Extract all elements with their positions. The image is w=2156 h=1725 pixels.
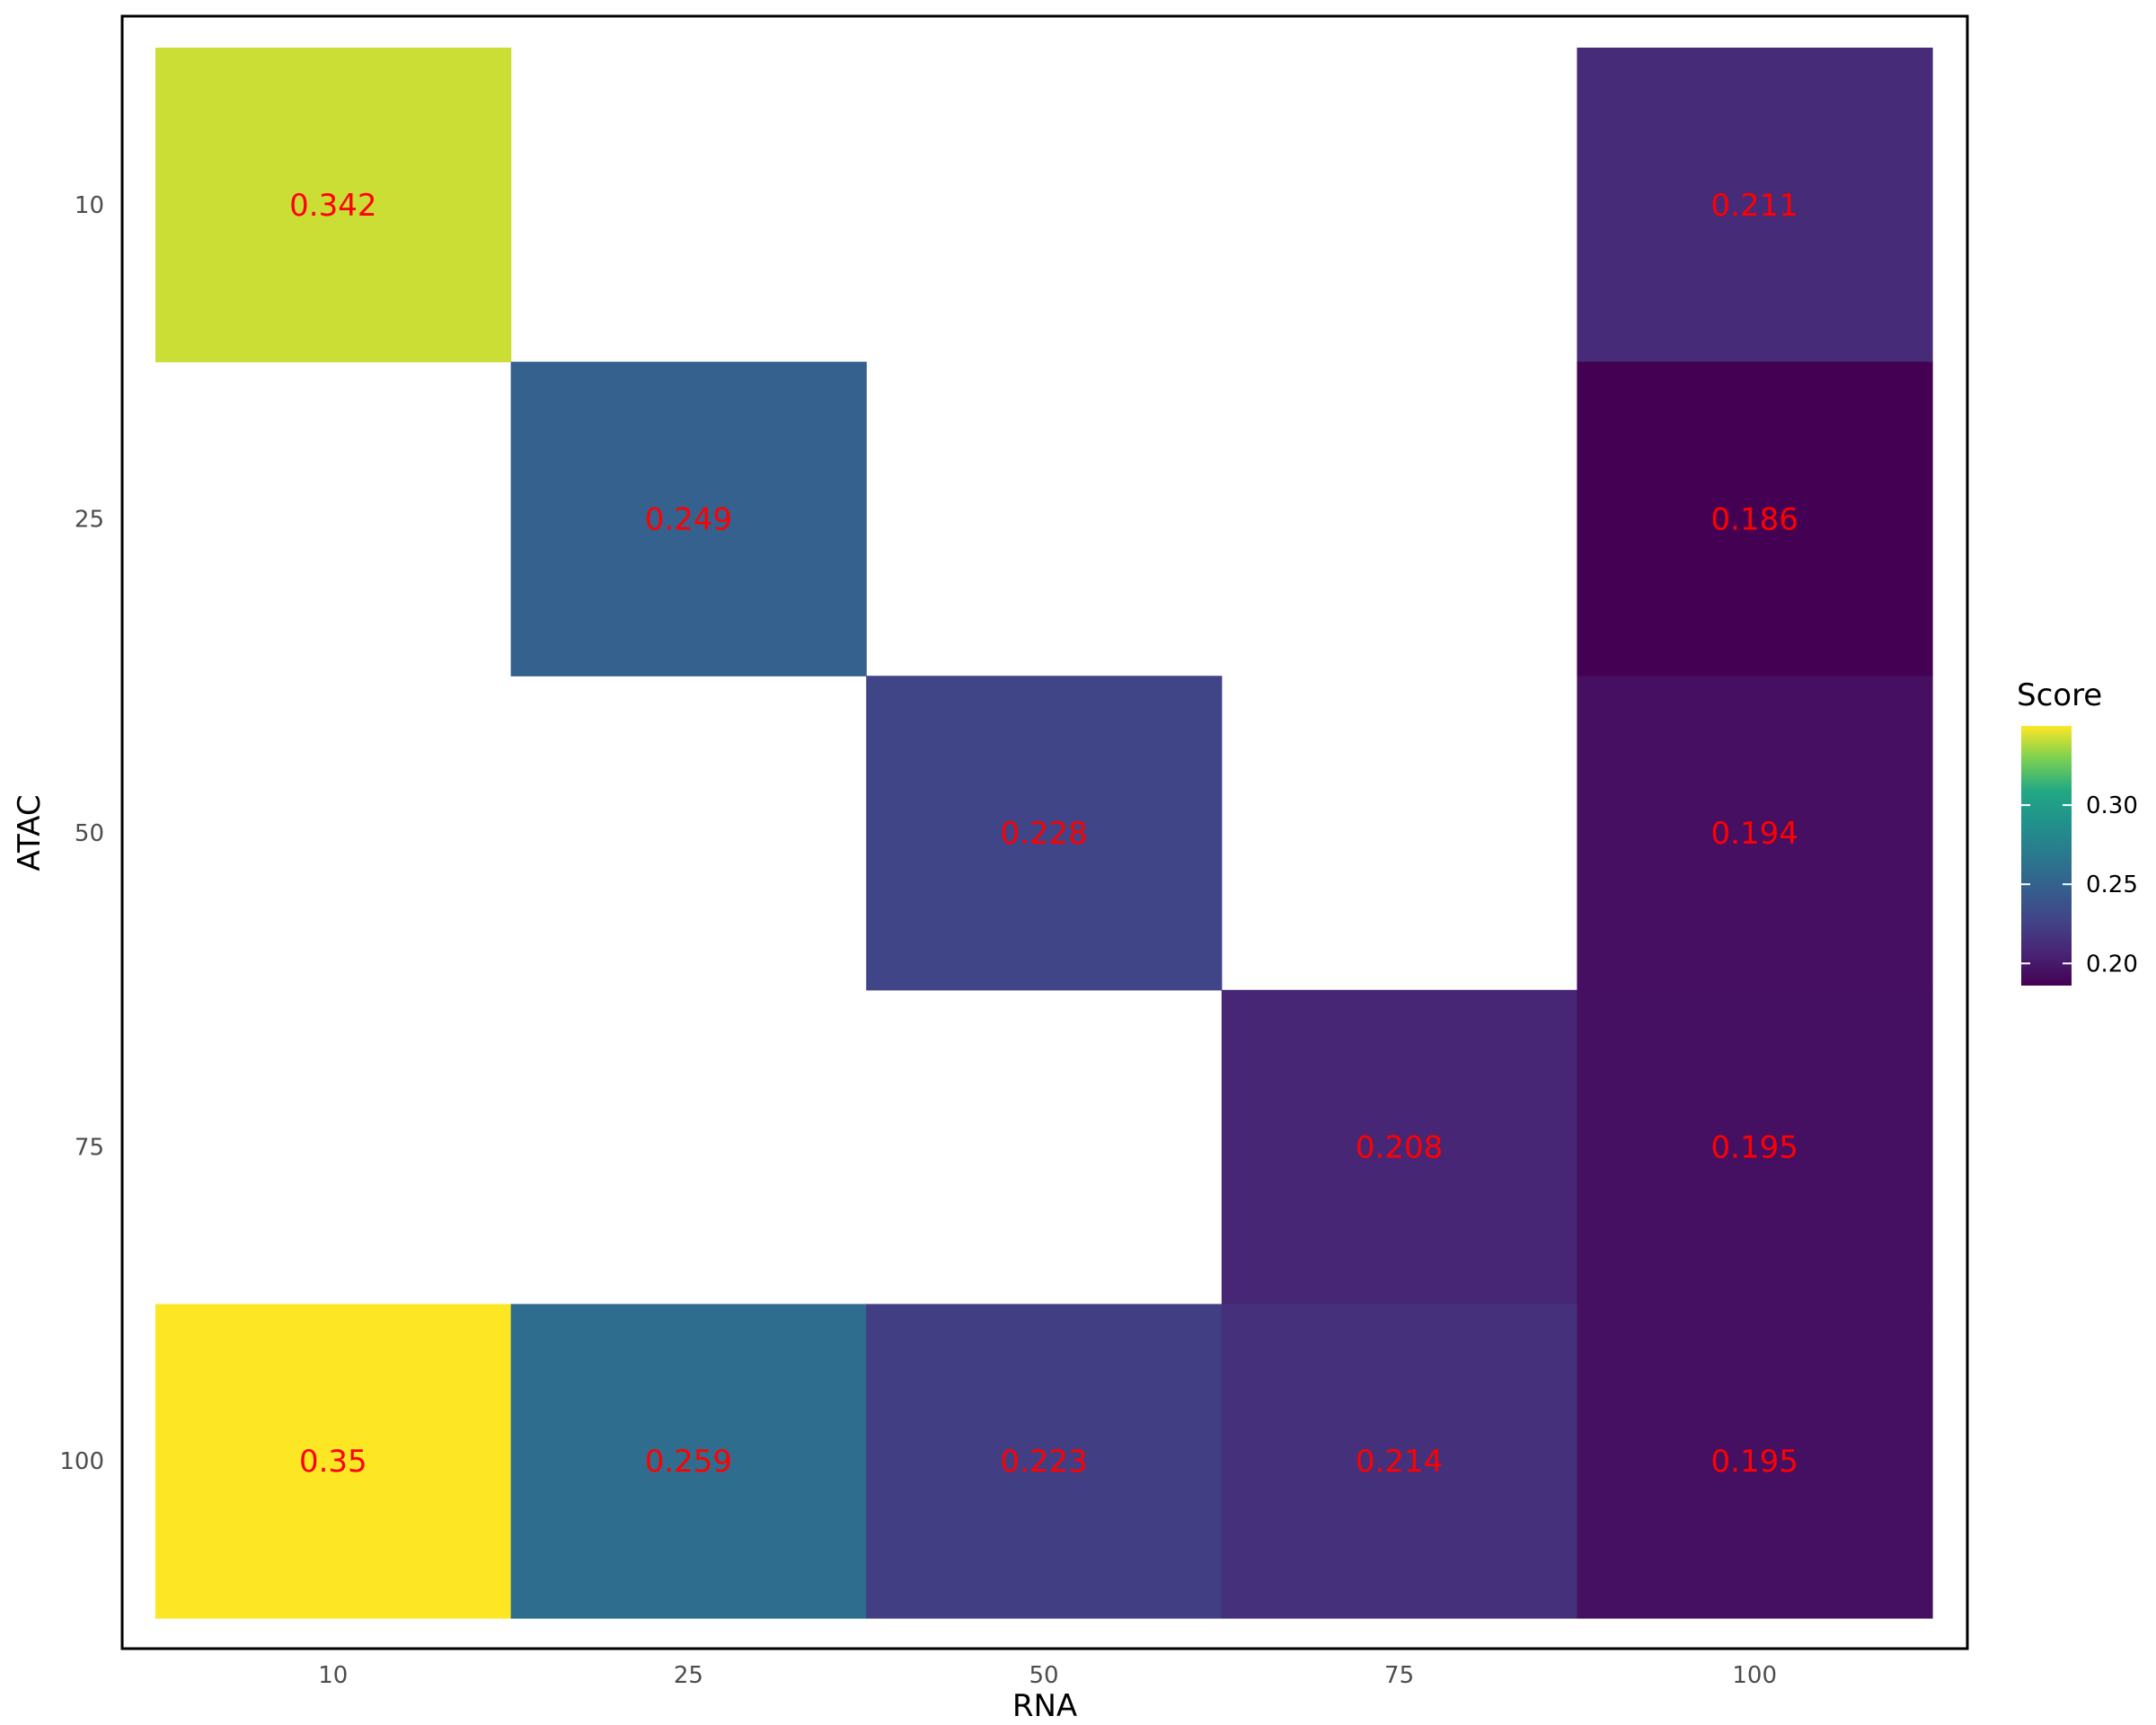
cell-value-label-rna-50-atac-50: 0.228	[1000, 816, 1087, 852]
y-tick-label-25: 25	[75, 506, 104, 533]
x-tick-label-10: 10	[318, 1662, 348, 1689]
cell-value-label-rna-10-atac-100: 0.35	[299, 1444, 367, 1480]
cell-labels: 0.342 0.211 0.249 0.186 0.228 0.194 0.208 0.195…	[289, 188, 1798, 1480]
legend-tick-label-0.25: 0.25	[2086, 871, 2138, 898]
cell-value-label-rna-10-atac-10: 0.342	[289, 188, 376, 224]
x-axis-ticks: 10 25 50 75 100	[318, 1662, 1777, 1689]
legend-ticks: 0.20 0.25 0.30	[2021, 792, 2138, 978]
x-tick-label-75: 75	[1384, 1662, 1414, 1689]
cell-value-label-rna-100-atac-25: 0.186	[1711, 501, 1798, 537]
x-tick-label-50: 50	[1029, 1662, 1058, 1689]
legend-colorbar	[2021, 726, 2072, 986]
y-tick-label-10: 10	[75, 192, 104, 219]
legend-title: Score	[2017, 677, 2102, 713]
y-axis-title: ATAC	[12, 794, 48, 871]
x-tick-label-100: 100	[1732, 1662, 1777, 1689]
heatmap-cell-rna-100-atac-100	[1577, 1304, 1933, 1619]
heatmap-cell-rna-100-atac-75	[1577, 989, 1933, 1305]
heatmap-cell-rna-75-atac-100	[1221, 1304, 1577, 1619]
y-tick-label-50: 50	[75, 820, 104, 847]
cell-value-label-rna-25-atac-25: 0.249	[645, 501, 732, 537]
heatmap-cell-rna-100-atac-25	[1577, 361, 1933, 677]
heatmap-cells	[155, 48, 1933, 1619]
legend-tick-label-0.30: 0.30	[2086, 792, 2138, 819]
x-tick-label-25: 25	[674, 1662, 703, 1689]
cell-value-label-rna-75-atac-100: 0.214	[1356, 1444, 1443, 1480]
heatmap-cell-rna-10-atac-10	[155, 48, 512, 363]
heatmap-cell-rna-10-atac-100	[155, 1304, 512, 1619]
heatmap-cell-rna-50-atac-100	[866, 1304, 1223, 1619]
color-legend: Score 0.20 0.25 0.30	[2017, 677, 2138, 986]
cell-value-label-rna-100-atac-10: 0.211	[1711, 188, 1798, 224]
y-axis-ticks: 10 25 50 75 100	[59, 192, 104, 1475]
heatmap-cell-rna-100-atac-50	[1577, 676, 1933, 991]
panel-border	[120, 14, 1969, 1650]
y-tick-label-75: 75	[75, 1135, 104, 1162]
y-tick-label-100: 100	[59, 1448, 104, 1475]
heatmap-cell-rna-75-atac-75	[1221, 989, 1577, 1305]
cell-value-label-rna-100-atac-100: 0.195	[1711, 1444, 1798, 1480]
cell-value-label-rna-25-atac-100: 0.259	[645, 1444, 732, 1480]
x-axis-title: RNA	[1012, 1688, 1077, 1724]
cell-value-label-rna-50-atac-100: 0.223	[1000, 1444, 1087, 1480]
heatmap-cell-rna-50-atac-50	[866, 676, 1223, 991]
cell-value-label-rna-100-atac-50: 0.194	[1711, 816, 1798, 852]
cell-value-label-rna-100-atac-75: 0.195	[1711, 1130, 1798, 1166]
heatmap-cell-rna-100-atac-10	[1577, 48, 1933, 363]
heatmap-cell-rna-25-atac-25	[510, 361, 867, 677]
heatmap-cell-rna-25-atac-100	[510, 1304, 867, 1619]
cell-value-label-rna-75-atac-75: 0.208	[1356, 1130, 1443, 1166]
legend-tick-label-0.20: 0.20	[2086, 951, 2138, 978]
